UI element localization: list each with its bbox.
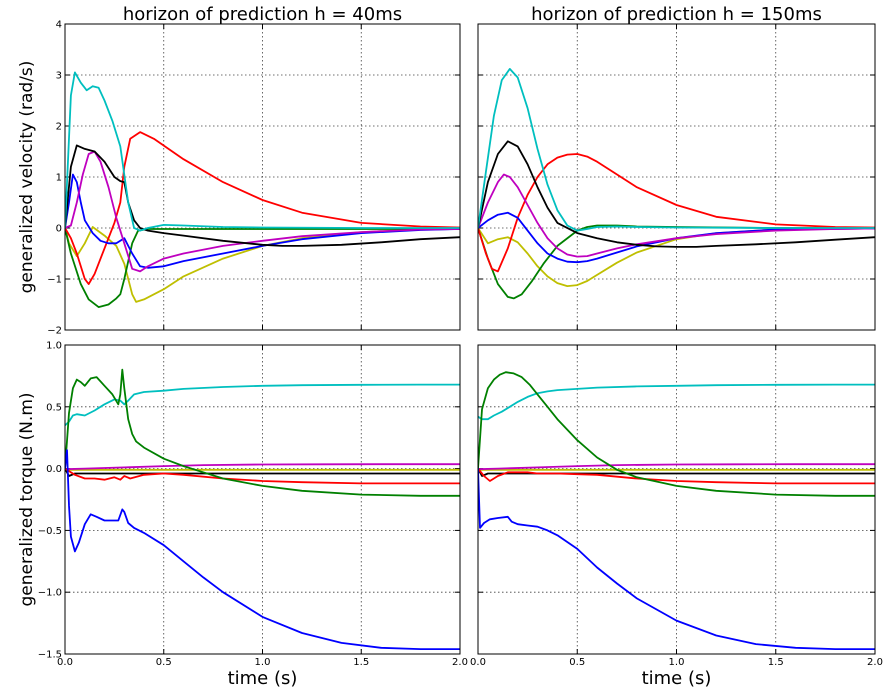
panel-3-ytick-label: −0.5: [38, 526, 62, 537]
panel-4-xtick-label: 0.5: [569, 657, 585, 668]
panel-1-title: horizon of prediction h = 40ms: [123, 4, 402, 25]
panel-1-series-2-line: [65, 227, 460, 308]
panel-2-title: horizon of prediction h = 150ms: [531, 4, 822, 25]
panel-1-ytick-label: 0: [56, 224, 62, 235]
panel-3-y-axis-label: generalized torque (N.m): [17, 392, 37, 606]
panel-2-frame: [477, 23, 876, 331]
panel-4-series-2-line: [478, 463, 875, 471]
panel-4-xtick-label: 1.5: [768, 657, 784, 668]
panel-1-ytick-label: 3: [56, 71, 62, 82]
panel-1-y-axis-label: generalized velocity (rad/s): [17, 61, 37, 294]
panel-4-series-6-line: [478, 371, 875, 497]
panel-4-xtick-label: 2.0: [867, 657, 883, 668]
panel-2-series-5-line: [478, 173, 875, 258]
panel-1-ytick-label: 1: [56, 173, 62, 184]
panel-3-series-6-line: [65, 368, 460, 497]
panel-1-series-6-line: [65, 144, 460, 247]
panel-4-series-3-line: [478, 467, 875, 477]
panel-2-series-1-line: [478, 227, 875, 287]
panel-2-series-7-line: [478, 68, 875, 232]
panel-3-ytick-label: 0.0: [46, 464, 62, 475]
panel-4-series-5-line: [478, 383, 875, 421]
panel-1-ytick-label: −2: [47, 326, 62, 337]
panel-4-xtick-label: 1.0: [669, 657, 685, 668]
panel-4-xtick-label: 0.0: [470, 657, 486, 668]
panel-1-ytick-label: −1: [47, 275, 62, 286]
panel-3-series-5-line: [65, 383, 460, 427]
panel-3-ytick-label: 1.0: [46, 341, 62, 352]
panel-4-series-7-line: [478, 467, 875, 650]
panel-3-series-2-line: [65, 463, 460, 471]
panel-1-ytick-label: 2: [56, 122, 62, 133]
panel-3-ytick-label: 0.5: [46, 402, 62, 413]
panel-4-x-axis-label: time (s): [642, 668, 712, 689]
panel-3-series-7-line: [65, 449, 460, 650]
panel-1-frame: [64, 23, 461, 331]
panel-2-series-6-line: [478, 140, 875, 248]
panel-4-frame: [477, 344, 876, 655]
panel-3-xtick-label: 0.5: [156, 657, 172, 668]
panel-4-series-4-line: [478, 467, 875, 485]
panel-3-x-axis-label: time (s): [228, 668, 298, 689]
panel-3-xtick-label: 2.0: [452, 657, 468, 668]
panel-3-xtick-label: 1.0: [255, 657, 271, 668]
panel-3-series-4-line: [65, 467, 460, 485]
panel-3-ytick-label: −1.5: [38, 650, 62, 661]
panel-1-series-5-line: [65, 150, 460, 273]
panel-1-series-1-line: [65, 226, 460, 303]
panel-3-frame: [64, 344, 461, 655]
panel-1-ytick-label: 4: [56, 20, 62, 31]
panel-3-series-3-line: [65, 467, 460, 477]
panel-3-ytick-label: −1.0: [38, 588, 62, 599]
panel-3-xtick-label: 1.5: [353, 657, 369, 668]
panel-2-series-3-line: [478, 153, 875, 273]
panel-3-xtick-label: 0.0: [57, 657, 73, 668]
panel-1-series-7-line: [65, 71, 460, 232]
panel-1-series-3-line: [65, 131, 460, 285]
